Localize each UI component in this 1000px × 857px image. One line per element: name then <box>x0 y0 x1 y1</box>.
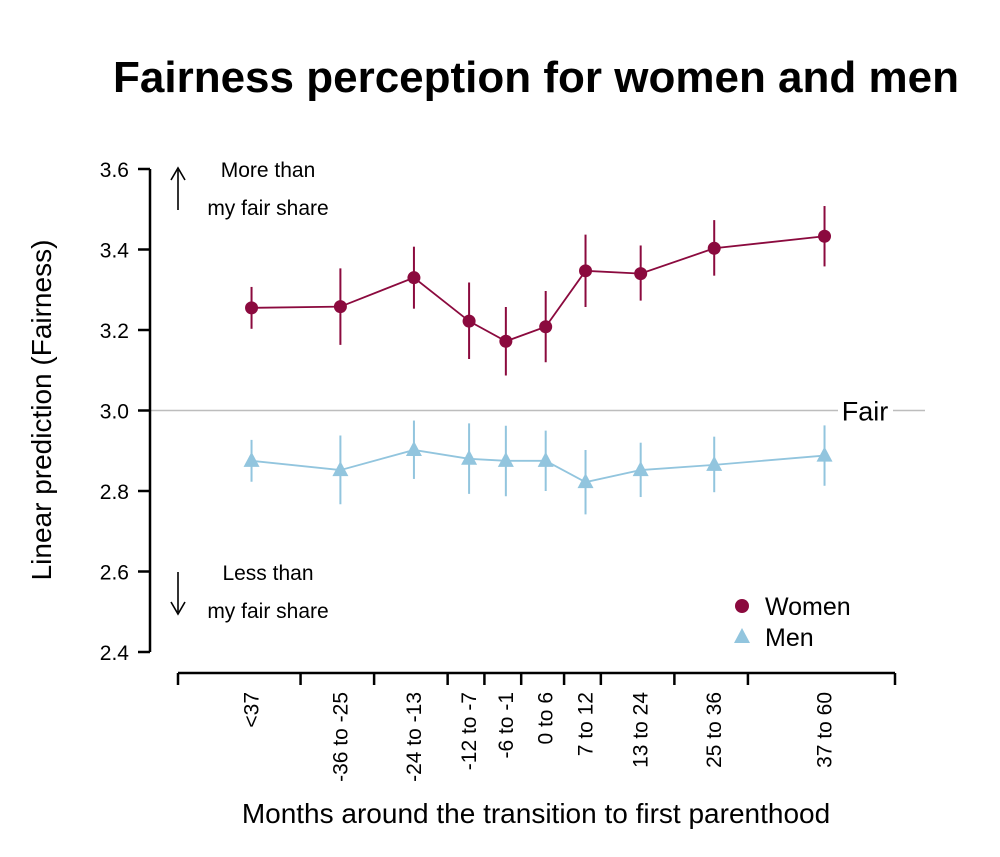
series-line-women <box>251 235 825 343</box>
legend-marker-men <box>734 628 750 643</box>
men-point <box>243 451 260 467</box>
y-tick-label: 2.8 <box>100 481 129 504</box>
women-point <box>499 334 513 348</box>
x-axis: <37 -36 to -25 -24 to -13 -12 to -7 -6 to -1… <box>176 671 897 782</box>
women-point <box>407 271 421 285</box>
x-tick-label: 37 to 60 <box>814 692 837 768</box>
annotation-more-line2: my fair share <box>207 197 328 220</box>
y-tick-label: 2.6 <box>100 562 129 585</box>
chart-title: Fairness perception for women and men <box>113 53 959 102</box>
x-tick-label: 25 to 36 <box>703 692 726 768</box>
series-line-men <box>251 449 825 484</box>
x-tick-label: -36 to -25 <box>329 692 352 782</box>
annotation-more-line1: More than <box>221 159 316 182</box>
women-point <box>539 320 553 334</box>
men-point <box>461 449 478 465</box>
x-tick-label: <37 <box>241 692 264 728</box>
women-point <box>245 301 259 315</box>
y-tick-label: 3.4 <box>100 240 130 263</box>
x-tick-label: 7 to 12 <box>575 692 598 756</box>
women-point <box>333 300 347 314</box>
annotation-less-line1: Less than <box>222 562 313 585</box>
x-tick-label: -6 to -1 <box>495 692 518 759</box>
women-point <box>707 241 721 255</box>
fair-label: Fair <box>842 397 889 427</box>
y-tick-label: 2.4 <box>100 642 130 665</box>
x-tick-label: 0 to 6 <box>535 692 558 745</box>
men-point <box>497 451 514 467</box>
x-tick-label: -12 to -7 <box>458 692 481 770</box>
down-arrowhead-icon <box>170 601 186 616</box>
x-axis-label: Months around the transition to first pa… <box>242 798 830 829</box>
legend-label-men: Men <box>765 624 814 652</box>
fair-reference: Fair <box>150 397 925 427</box>
x-tick-label: -24 to -13 <box>403 692 426 782</box>
women-point <box>818 229 832 243</box>
y-tick-label: 3.6 <box>100 159 129 182</box>
men-point <box>537 451 554 467</box>
series-group <box>243 206 833 515</box>
legend: Women Men <box>734 593 851 652</box>
men-point <box>816 446 833 462</box>
men-point <box>405 440 422 456</box>
x-tick-label: 13 to 24 <box>630 692 653 768</box>
series-men <box>243 420 833 515</box>
y-tick-label: 3.2 <box>100 320 129 343</box>
women-point <box>634 267 648 281</box>
y-axis: 2.4 2.6 2.8 3.0 3.2 3.4 3.6 <box>100 159 152 665</box>
y-tick-label: 3.0 <box>100 401 129 424</box>
men-point <box>632 461 649 477</box>
men-point <box>332 461 349 477</box>
men-point <box>577 473 594 489</box>
legend-label-women: Women <box>765 593 851 621</box>
series-women <box>245 206 832 376</box>
y-axis-label: Linear prediction (Fairness) <box>26 240 57 581</box>
men-point <box>706 455 723 471</box>
annotation-less-line2: my fair share <box>207 600 328 623</box>
fairness-annotations: More than my fair share Less than my fair s… <box>170 159 329 623</box>
women-point <box>579 264 593 278</box>
legend-marker-women <box>735 599 749 613</box>
up-arrowhead-icon <box>170 166 186 181</box>
women-point <box>462 314 476 328</box>
